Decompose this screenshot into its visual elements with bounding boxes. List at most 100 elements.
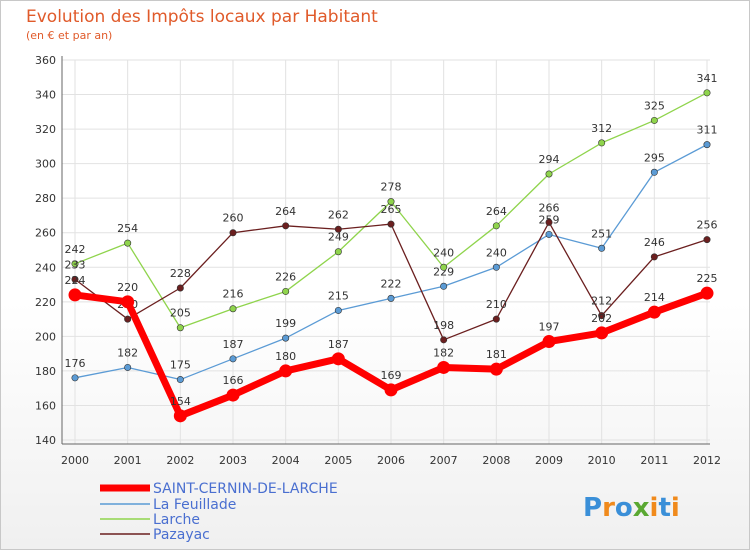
data-point — [703, 141, 711, 149]
data-label: 325 — [644, 99, 665, 112]
data-label: 214 — [644, 291, 665, 304]
data-label: 226 — [275, 270, 296, 283]
data-label: 154 — [170, 395, 191, 408]
data-label: 240 — [486, 246, 507, 259]
data-point — [229, 305, 237, 313]
x-tick-label: 2010 — [588, 454, 616, 467]
data-point — [229, 355, 237, 363]
data-label: 202 — [591, 312, 612, 325]
x-tick-label: 2002 — [166, 454, 194, 467]
x-tick-label: 2005 — [324, 454, 352, 467]
data-label: 312 — [591, 122, 612, 135]
data-label: 233 — [65, 258, 86, 271]
data-label: 294 — [539, 153, 560, 166]
chart-title: Evolution des Impôts locaux par Habitant — [26, 7, 378, 27]
series-3: 224 220 154 166 180 187 169 182 181 197 202 214 225 — [65, 272, 718, 423]
y-tick-label: 340 — [35, 89, 56, 102]
data-label: 198 — [433, 319, 454, 332]
data-label: 169 — [381, 369, 402, 382]
data-point — [387, 294, 395, 302]
data-point — [334, 225, 342, 233]
data-point — [650, 168, 658, 176]
data-label: 251 — [591, 227, 612, 240]
data-label: 278 — [381, 181, 402, 194]
proxiti-logo: Proxiti — [583, 493, 680, 523]
y-tick-label: 200 — [35, 330, 56, 343]
data-point — [282, 222, 290, 230]
data-point — [492, 263, 500, 271]
data-label: 197 — [539, 321, 560, 334]
data-point — [440, 282, 448, 290]
data-point — [647, 305, 661, 319]
y-tick-label: 260 — [35, 227, 56, 240]
data-point — [334, 248, 342, 256]
data-point — [124, 315, 132, 323]
data-label: 215 — [328, 289, 349, 302]
data-point — [226, 388, 240, 402]
y-tick-label: 160 — [35, 399, 56, 412]
x-tick-label: 2000 — [61, 454, 89, 467]
data-label: 256 — [697, 219, 718, 232]
data-point — [71, 374, 79, 382]
x-tick-label: 2001 — [114, 454, 142, 467]
data-point — [545, 230, 553, 238]
data-point — [650, 116, 658, 124]
data-label: 182 — [117, 346, 138, 359]
data-label: 341 — [697, 72, 718, 85]
data-point — [703, 236, 711, 244]
data-point — [68, 288, 82, 302]
y-tick-label: 320 — [35, 123, 56, 136]
data-label: 265 — [381, 203, 402, 216]
data-label: 176 — [65, 357, 86, 370]
data-point — [331, 352, 345, 366]
y-tick-label: 300 — [35, 158, 56, 171]
data-point — [545, 170, 553, 178]
data-label: 249 — [328, 231, 349, 244]
data-label: 228 — [170, 267, 191, 280]
y-tick-label: 240 — [35, 261, 56, 274]
data-point — [229, 229, 237, 237]
data-point — [282, 287, 290, 295]
data-point — [492, 222, 500, 230]
data-label: 187 — [328, 338, 349, 351]
series-2: 233210228260264262265198210266212246256 — [65, 201, 718, 344]
y-tick-label: 140 — [35, 434, 56, 447]
legend-label: La Feuillade — [153, 497, 236, 513]
data-point — [598, 139, 606, 147]
data-label: 180 — [275, 350, 296, 363]
x-tick-label: 2011 — [640, 454, 668, 467]
data-point — [440, 263, 448, 271]
grid — [62, 59, 710, 444]
data-label: 246 — [644, 236, 665, 249]
series-1: 242 254 205 216 226 249 278 240 264 294 312 325 341 — [65, 72, 718, 332]
x-tick-label: 2007 — [430, 454, 458, 467]
data-label: 240 — [433, 246, 454, 259]
data-point — [437, 360, 451, 374]
data-point — [176, 376, 184, 384]
chart-subtitle: (en € et par an) — [26, 29, 112, 42]
data-point — [387, 220, 395, 228]
data-point — [384, 383, 398, 397]
data-label: 262 — [328, 208, 349, 221]
data-point — [440, 336, 448, 344]
data-point — [121, 295, 135, 309]
data-label: 266 — [539, 201, 560, 214]
y-tick-label: 180 — [35, 365, 56, 378]
legend-label: Larche — [153, 512, 200, 528]
axes: 140 160 180 200 220 240 260 280 300 320 340 360 2000… — [35, 54, 721, 467]
data-label: 295 — [644, 151, 665, 164]
data-label: 264 — [275, 205, 296, 218]
data-point — [598, 244, 606, 252]
data-label: 229 — [433, 265, 454, 278]
data-label: 166 — [223, 374, 244, 387]
legend-label: Pazayac — [153, 527, 210, 543]
data-point — [650, 253, 658, 261]
x-tick-label: 2009 — [535, 454, 563, 467]
x-tick-label: 2003 — [219, 454, 247, 467]
data-label: 222 — [381, 277, 402, 290]
data-point — [124, 363, 132, 371]
x-tick-label: 2004 — [272, 454, 300, 467]
data-point — [703, 89, 711, 97]
data-point — [595, 326, 609, 340]
